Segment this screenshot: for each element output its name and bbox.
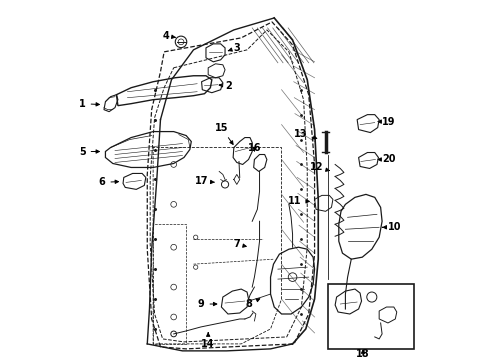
Text: 6: 6 [99, 177, 118, 188]
Text: 9: 9 [197, 299, 216, 309]
Text: 3: 3 [228, 43, 240, 53]
Text: 17: 17 [195, 176, 214, 186]
Text: 7: 7 [232, 239, 246, 249]
Text: 15: 15 [214, 123, 233, 144]
Text: 18: 18 [355, 349, 369, 359]
Text: 2: 2 [219, 81, 231, 91]
Text: 10: 10 [382, 222, 401, 232]
Text: 14: 14 [201, 333, 215, 349]
Text: 13: 13 [293, 129, 316, 139]
Text: 19: 19 [377, 117, 395, 127]
Text: 16: 16 [247, 143, 261, 153]
Text: 5: 5 [79, 147, 99, 157]
Text: 8: 8 [245, 299, 259, 309]
Text: 11: 11 [287, 196, 308, 206]
Text: 4: 4 [162, 31, 175, 41]
Text: 12: 12 [309, 162, 328, 172]
Text: 1: 1 [79, 99, 99, 109]
Text: 20: 20 [377, 154, 395, 165]
